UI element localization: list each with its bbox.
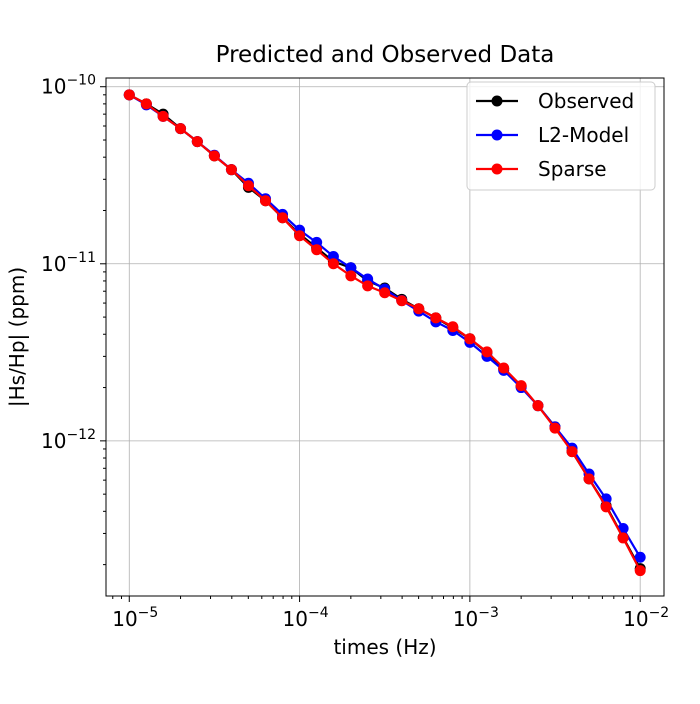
- data-point-sparse: [498, 362, 510, 374]
- data-point-sparse: [634, 565, 646, 577]
- data-point-sparse: [191, 136, 203, 148]
- y-axis-label: |Hs/Hp| (ppm): [5, 267, 29, 407]
- data-point-sparse: [549, 422, 561, 434]
- x-tick-label: 10−3: [453, 605, 499, 631]
- data-point-sparse: [225, 164, 237, 176]
- data-point-sparse: [413, 303, 425, 315]
- data-point-sparse: [294, 230, 306, 242]
- x-tick-label: 10−5: [112, 605, 158, 631]
- data-point-l2-model: [634, 551, 646, 563]
- data-point-sparse: [362, 280, 374, 292]
- data-point-sparse: [157, 110, 169, 122]
- x-axis-label: times (Hz): [333, 635, 436, 659]
- data-point-sparse: [345, 270, 357, 282]
- data-point-sparse: [260, 195, 272, 207]
- data-point-sparse: [277, 212, 289, 224]
- legend-label-sparse: Sparse: [538, 157, 607, 181]
- data-point-l2-model: [345, 262, 357, 274]
- data-point-sparse: [140, 98, 152, 110]
- legend-marker-l2-model: [491, 129, 503, 141]
- legend-marker-sparse: [491, 163, 503, 175]
- legend-box: [466, 81, 656, 191]
- y-tick-label: 10−12: [41, 427, 96, 453]
- data-point-sparse: [123, 89, 135, 101]
- ticks: 10−5 10−4 10−3 10−2 10−10 10−11 10−12: [41, 73, 669, 631]
- data-point-sparse: [311, 244, 323, 256]
- data-point-sparse: [175, 123, 187, 135]
- data-point-sparse: [430, 312, 442, 324]
- data-point-sparse: [600, 501, 612, 513]
- legend: Observed L2-Model Sparse: [466, 81, 656, 191]
- legend-marker-observed: [491, 95, 503, 107]
- series-sparse: [123, 89, 646, 577]
- data-point-sparse: [242, 180, 254, 192]
- data-point-sparse: [617, 532, 629, 544]
- data-point-sparse: [515, 380, 527, 392]
- data-point-sparse: [566, 446, 578, 458]
- x-tick-label: 10−4: [283, 605, 329, 631]
- legend-label-observed: Observed: [538, 89, 634, 113]
- data-point-sparse: [447, 321, 459, 333]
- data-point-sparse: [464, 333, 476, 345]
- data-point-sparse: [532, 400, 544, 412]
- data-point-sparse: [583, 473, 595, 485]
- series-layer: [123, 89, 646, 577]
- x-tick-label: 10−2: [623, 605, 669, 631]
- chart-title: Predicted and Observed Data: [216, 42, 555, 68]
- data-point-sparse: [327, 258, 339, 270]
- y-tick-label: 10−10: [41, 73, 96, 99]
- data-point-sparse: [208, 150, 220, 162]
- data-point-sparse: [379, 287, 391, 299]
- data-point-sparse: [396, 295, 408, 307]
- plot-frame: [105, 77, 665, 597]
- y-tick-label: 10−11: [41, 250, 96, 276]
- legend-label-l2-model: L2-Model: [538, 123, 629, 147]
- data-point-sparse: [481, 346, 493, 358]
